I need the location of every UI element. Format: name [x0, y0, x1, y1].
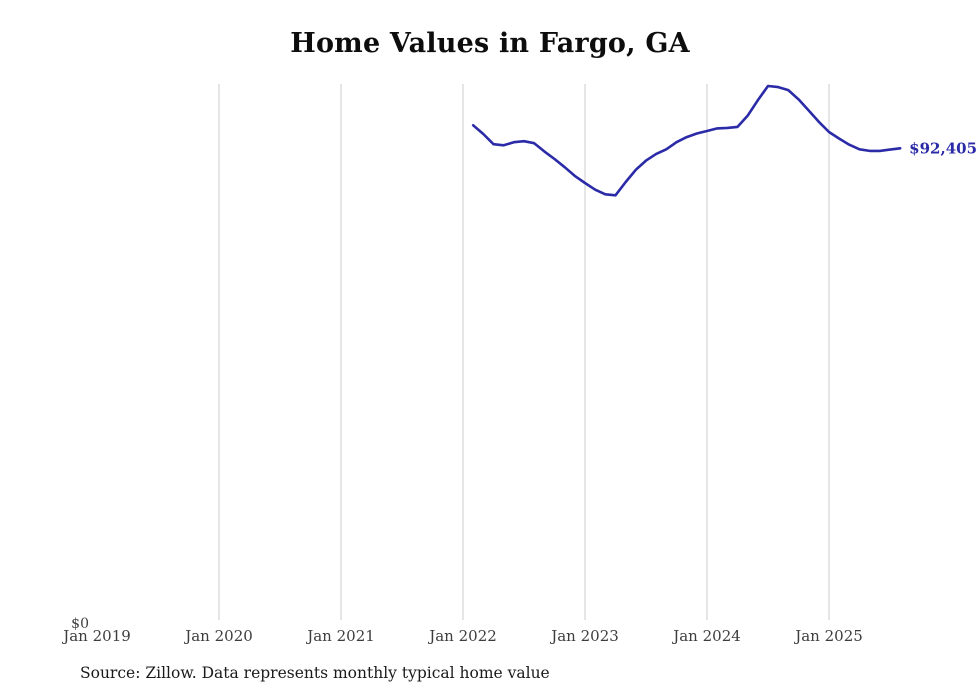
end-value-label: $92,405: [909, 139, 977, 157]
home-value-line: [471, 84, 902, 197]
x-tick-label: Jan 2019: [61, 627, 131, 645]
x-tick-label: Jan 2023: [549, 627, 619, 645]
chart-title: Home Values in Fargo, GA: [290, 28, 690, 59]
x-tick-label: Jan 2024: [671, 627, 741, 645]
y-zero-label: $0: [71, 616, 89, 632]
source-note: Source: Zillow. Data represents monthly …: [80, 664, 550, 682]
x-tick-label: Jan 2020: [183, 627, 253, 645]
x-tick-label: Jan 2025: [793, 627, 863, 645]
x-tick-label: Jan 2022: [427, 627, 497, 645]
x-tick-label: Jan 2021: [305, 627, 375, 645]
